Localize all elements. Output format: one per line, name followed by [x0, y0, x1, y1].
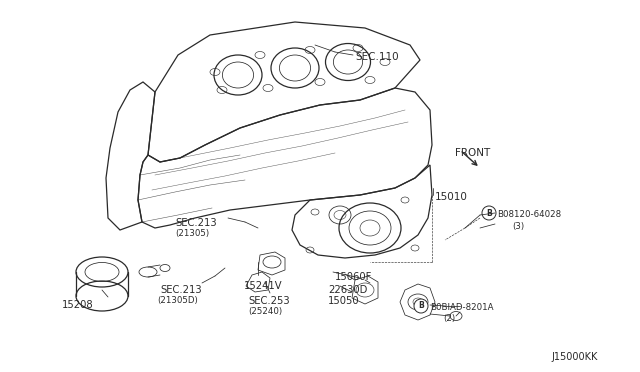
Text: (3): (3)	[512, 222, 524, 231]
Text: 15050: 15050	[328, 296, 360, 306]
Text: (21305): (21305)	[175, 229, 209, 238]
Text: (2): (2)	[443, 314, 455, 323]
Text: (21305D): (21305D)	[157, 296, 198, 305]
Text: B: B	[418, 301, 424, 311]
Text: (25240): (25240)	[248, 307, 282, 316]
Text: SEC.213: SEC.213	[160, 285, 202, 295]
Text: 15060F: 15060F	[335, 272, 372, 282]
Text: J15000KK: J15000KK	[551, 352, 597, 362]
Text: 22630D: 22630D	[328, 285, 367, 295]
Circle shape	[414, 299, 428, 313]
Text: B0BIAD-8201A: B0BIAD-8201A	[430, 303, 493, 312]
Text: B08120-64028: B08120-64028	[497, 210, 561, 219]
Text: 15241V: 15241V	[244, 281, 283, 291]
Text: B: B	[486, 208, 492, 218]
Text: SEC.110: SEC.110	[355, 52, 399, 62]
Text: FRONT: FRONT	[455, 148, 490, 158]
Text: SEC.213: SEC.213	[175, 218, 216, 228]
Text: 15208: 15208	[62, 300, 93, 310]
Circle shape	[482, 206, 496, 220]
Text: 15010: 15010	[435, 192, 468, 202]
Text: SEC.253: SEC.253	[248, 296, 290, 306]
